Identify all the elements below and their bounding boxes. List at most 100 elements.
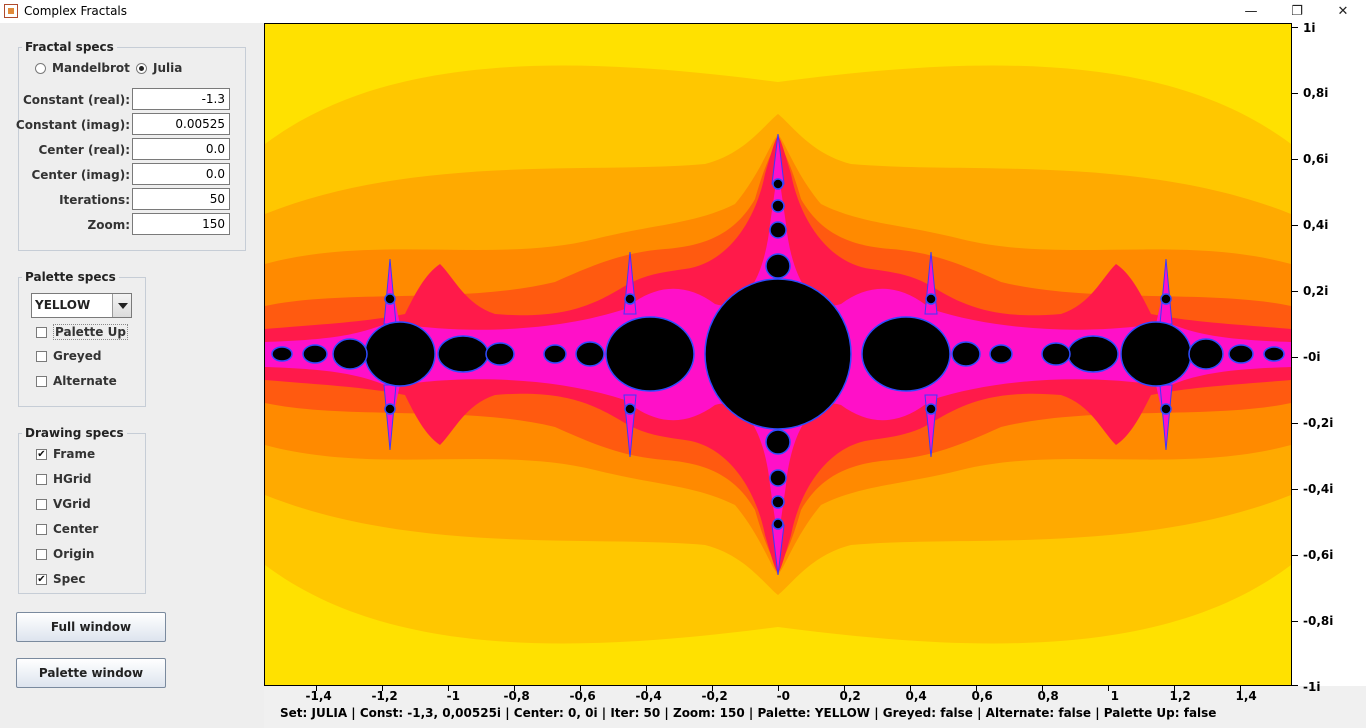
- x-tick: [382, 686, 383, 691]
- constant-real-input[interactable]: [132, 88, 230, 110]
- checkbox-greyed[interactable]: Greyed: [36, 349, 101, 363]
- checkbox-label: Frame: [53, 447, 96, 461]
- x-tick: [1240, 686, 1241, 691]
- y-tick: [1292, 291, 1298, 292]
- x-tick-label: -0,6: [569, 689, 596, 703]
- x-tick: [580, 686, 581, 691]
- control-panel: Fractal specs Mandelbrot Julia Constant …: [0, 23, 264, 728]
- check-icon: ✔: [36, 573, 47, 585]
- x-tick-label: -0,4: [635, 689, 662, 703]
- center-imag-input[interactable]: [132, 163, 230, 185]
- y-tick-label: -1i: [1303, 680, 1321, 694]
- checkbox-label: Alternate: [53, 374, 117, 388]
- x-tick-label: 0,2: [839, 689, 861, 703]
- checkbox-box: [36, 523, 47, 535]
- palette-window-button[interactable]: Palette window: [16, 658, 166, 688]
- checkbox-box: [36, 375, 47, 387]
- checkbox-center[interactable]: Center: [36, 522, 98, 536]
- y-tick-label: -0,2i: [1303, 416, 1334, 430]
- palette-select-value: YELLOW: [35, 298, 91, 312]
- x-tick: [778, 686, 779, 691]
- field-label: Constant (real):: [22, 93, 130, 107]
- full-window-button[interactable]: Full window: [16, 612, 166, 642]
- field-label: Center (real):: [38, 143, 131, 157]
- checkbox-box: [36, 548, 47, 560]
- x-tick-label: 1: [1110, 689, 1120, 703]
- y-tick-label: -0,4i: [1303, 482, 1334, 496]
- radio-julia-label: Julia: [153, 61, 183, 75]
- x-tick-label: -0,8: [503, 689, 530, 703]
- constant-imag-input[interactable]: [132, 113, 230, 135]
- y-tick: [1292, 357, 1298, 358]
- fractal-canvas[interactable]: [264, 23, 1292, 686]
- y-tick-label: -0i: [1303, 350, 1321, 364]
- x-tick: [316, 686, 317, 691]
- minimize-button[interactable]: —: [1244, 4, 1258, 19]
- chevron-down-icon[interactable]: [112, 294, 131, 317]
- checkbox-box: [36, 498, 47, 510]
- x-tick: [646, 686, 647, 691]
- y-tick: [1292, 225, 1298, 226]
- x-tick-label: -0,2: [701, 689, 728, 703]
- checkbox-label: Origin: [53, 547, 95, 561]
- x-tick-label: -1,4: [305, 689, 332, 703]
- y-tick: [1292, 27, 1298, 28]
- checkbox-vgrid[interactable]: VGrid: [36, 497, 91, 511]
- window-title: Complex Fractals: [24, 4, 128, 18]
- x-tick-label: 1,2: [1169, 689, 1191, 703]
- x-tick-label: -0: [776, 689, 791, 703]
- checkbox-box: [36, 326, 47, 338]
- field-label: Constant (imag):: [15, 118, 130, 132]
- palette-select[interactable]: YELLOW: [31, 293, 132, 318]
- status-bar: Set: JULIA | Const: -1,3, 0,00525i | Cen…: [280, 706, 1217, 720]
- fractal-specs-group: Fractal specs: [18, 40, 246, 251]
- x-tick: [844, 686, 845, 691]
- maximize-button[interactable]: ❐: [1291, 4, 1303, 19]
- x-tick: [976, 686, 977, 691]
- y-tick: [1292, 621, 1298, 622]
- close-button[interactable]: ✕: [1337, 4, 1349, 19]
- radio-julia[interactable]: Julia: [136, 61, 182, 75]
- x-tick-label: -1: [446, 689, 461, 703]
- field-label: Iterations:: [59, 193, 130, 207]
- checkbox-origin[interactable]: Origin: [36, 547, 94, 561]
- fractal-specs-legend: Fractal specs: [25, 40, 114, 54]
- checkbox-label: Spec: [53, 572, 86, 586]
- palette-specs-legend: Palette specs: [25, 270, 116, 284]
- drawing-specs-group: Drawing specs: [18, 426, 146, 594]
- julia-interior: [271, 178, 1285, 530]
- checkbox-hgrid[interactable]: HGrid: [36, 472, 92, 486]
- y-tick: [1292, 685, 1298, 686]
- y-tick-label: -0,8i: [1303, 614, 1334, 628]
- x-tick: [448, 686, 449, 691]
- y-tick-label: 1i: [1303, 21, 1316, 35]
- java-app-icon: [4, 4, 18, 18]
- y-tick-label: -0,6i: [1303, 548, 1334, 562]
- checkbox-label: HGrid: [53, 472, 92, 486]
- drawing-specs-legend: Drawing specs: [25, 426, 124, 440]
- x-tick-label: -1,2: [371, 689, 398, 703]
- radio-mandelbrot-label: Mandelbrot: [52, 61, 130, 75]
- x-tick: [1174, 686, 1175, 691]
- checkbox-frame[interactable]: ✔ Frame: [36, 447, 95, 461]
- x-tick-label: 0,4: [905, 689, 927, 703]
- check-icon: ✔: [36, 448, 47, 460]
- checkbox-spec[interactable]: ✔ Spec: [36, 572, 85, 586]
- y-tick: [1292, 93, 1298, 94]
- y-tick: [1292, 489, 1298, 490]
- checkbox-palette-up[interactable]: Palette Up: [36, 324, 128, 340]
- zoom-input[interactable]: [132, 213, 230, 235]
- checkbox-box: [36, 473, 47, 485]
- checkbox-box: [36, 350, 47, 362]
- x-tick: [1108, 686, 1109, 691]
- x-tick: [1042, 686, 1043, 691]
- center-real-input[interactable]: [132, 138, 230, 160]
- iterations-input[interactable]: [132, 188, 230, 210]
- radio-circle: [35, 62, 46, 74]
- radio-circle-selected: [136, 62, 147, 74]
- x-tick: [514, 686, 515, 691]
- radio-mandelbrot[interactable]: Mandelbrot: [35, 61, 130, 75]
- real-axis: -1,4 -1,2 -1 -0,8 -0,6 -0,4 -0,2 -0 0,2 …: [264, 686, 1292, 706]
- imaginary-axis: 1i 0,8i 0,6i 0,4i 0,2i -0i -0,2i -0,4i -…: [1292, 21, 1366, 694]
- checkbox-alternate[interactable]: Alternate: [36, 374, 117, 388]
